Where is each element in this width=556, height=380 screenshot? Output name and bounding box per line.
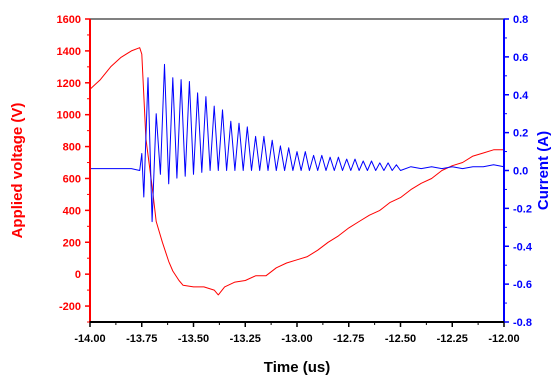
right-y-axis-title: Current (A) [535,131,552,210]
x-tick-label: -12.50 [385,333,416,345]
x-tick-label: -14.00 [74,333,105,345]
left-y-tick-label: 800 [63,142,81,154]
x-tick-label: -13.00 [281,333,312,345]
left-y-axis-title: Applied voltage (V) [9,103,26,239]
right-y-tick-label: -0.6 [513,279,532,291]
current-series-line [90,63,505,223]
right-y-tick-label: -0.2 [513,203,532,215]
series-layer [89,47,505,296]
right-y-tick-label: 0.6 [513,52,528,64]
right-y-tick-label: -0.8 [513,317,532,329]
right-y-tick-label: 0.0 [513,166,528,178]
x-tick-label: -13.75 [126,333,157,345]
x-tick-label: -12.25 [437,333,468,345]
axes-layer [85,18,509,327]
x-tick-label: -13.25 [230,333,261,345]
left-y-tick-label: 400 [63,205,81,217]
right-y-tick-label: -0.4 [513,241,533,253]
left-y-tick-label: 0 [75,269,81,281]
right-y-tick-label: 0.4 [513,90,529,102]
left-y-tick-label: 1600 [57,14,81,26]
right-y-tick-label: 0.8 [513,14,528,26]
right-y-tick-label: 0.2 [513,128,528,140]
left-y-tick-label: 200 [63,237,81,249]
x-axis-title: Time (us) [264,359,330,376]
left-y-tick-label: 1000 [57,110,81,122]
x-tick-label: -12.75 [333,333,364,345]
left-y-tick-label: 1200 [57,78,81,90]
voltage-series-line [89,47,504,296]
left-y-tick-label: -200 [59,301,81,313]
left-y-tick-label: 1400 [57,46,81,58]
labels-layer: -14.00 -13.75 -13.50 -13.25 -13.00 -12.75 -12.… [57,14,533,345]
x-tick-label: -12.00 [488,333,519,345]
x-tick-label: -13.50 [178,333,209,345]
left-y-tick-label: 600 [63,173,81,185]
